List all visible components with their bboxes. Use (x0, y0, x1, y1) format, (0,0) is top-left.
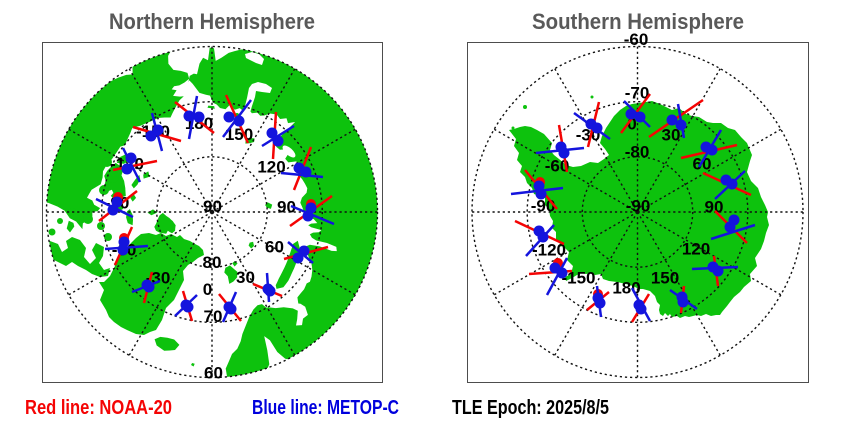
svg-text:120: 120 (257, 158, 285, 177)
svg-text:70: 70 (204, 307, 223, 326)
svg-text:120: 120 (682, 240, 710, 259)
svg-text:Southern Hemisphere: Southern Hemisphere (532, 9, 744, 34)
svg-text:Blue line: METOP-C: Blue line: METOP-C (252, 397, 399, 419)
svg-text:-60: -60 (624, 30, 649, 49)
svg-text:90: 90 (203, 197, 222, 216)
svg-text:30: 30 (236, 268, 255, 287)
svg-text:-80: -80 (625, 143, 650, 162)
svg-text:-90: -90 (626, 197, 651, 216)
svg-text:TLE Epoch: 2025/8/5: TLE Epoch: 2025/8/5 (452, 397, 609, 419)
svg-text:-60: -60 (545, 157, 570, 176)
svg-text:0: 0 (203, 280, 212, 299)
svg-text:90: 90 (705, 198, 724, 217)
svg-text:90: 90 (277, 198, 296, 217)
svg-text:60: 60 (265, 238, 284, 257)
svg-text:150: 150 (651, 269, 679, 288)
svg-text:-120: -120 (532, 241, 566, 260)
svg-text:30: 30 (662, 126, 681, 145)
svg-text:0: 0 (627, 115, 636, 134)
svg-text:-90: -90 (531, 197, 556, 216)
svg-text:-150: -150 (561, 269, 595, 288)
svg-text:Northern Hemisphere: Northern Hemisphere (109, 9, 315, 34)
svg-text:-70: -70 (625, 84, 650, 103)
svg-text:Red line: NOAA-20: Red line: NOAA-20 (25, 397, 172, 419)
svg-text:60: 60 (204, 364, 223, 383)
svg-text:80: 80 (203, 253, 222, 272)
